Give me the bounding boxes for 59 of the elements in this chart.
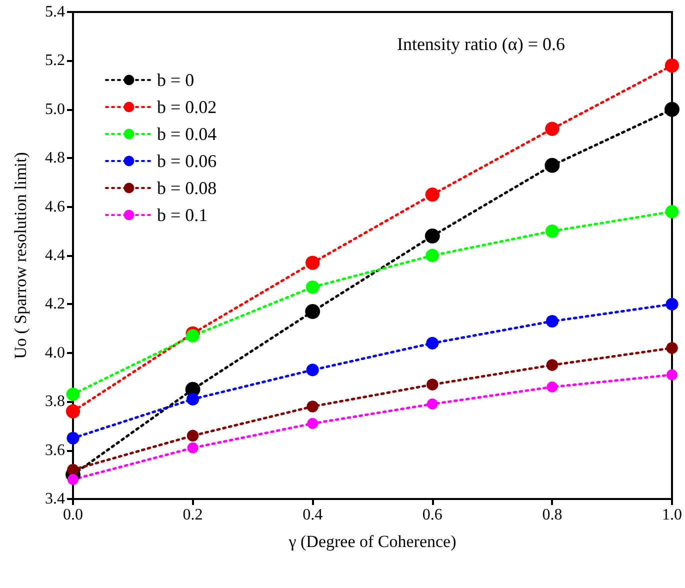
point bbox=[666, 298, 678, 310]
point bbox=[666, 369, 678, 380]
point bbox=[186, 329, 200, 343]
x-tick-label: 0.8 bbox=[542, 506, 562, 524]
point bbox=[665, 204, 679, 218]
point bbox=[666, 342, 678, 354]
point bbox=[546, 224, 559, 238]
point bbox=[426, 378, 438, 390]
point bbox=[545, 122, 560, 136]
y-tick-label: 3.8 bbox=[45, 393, 65, 410]
annotation: Intensity ratio (α) = 0.6 bbox=[396, 34, 565, 54]
point bbox=[66, 388, 80, 401]
x-tick-label: 1.0 bbox=[662, 506, 682, 524]
point bbox=[187, 442, 198, 454]
legend-label: b = 0.02 bbox=[157, 97, 217, 117]
y-tick-label: 5.0 bbox=[45, 100, 65, 118]
x-tick-label: 0.6 bbox=[422, 506, 442, 524]
point bbox=[306, 280, 320, 294]
x-tick-label: 0.4 bbox=[302, 506, 323, 524]
y-tick-label: 5.4 bbox=[45, 4, 65, 20]
y-tick-label: 3.4 bbox=[45, 490, 65, 508]
point bbox=[426, 336, 439, 350]
point bbox=[66, 404, 80, 418]
y-tick-label: 4.4 bbox=[45, 247, 65, 264]
x-axis-title: γ (Degree of Coherence) bbox=[288, 532, 456, 551]
legend-label: b = 0.06 bbox=[157, 151, 217, 171]
point bbox=[307, 418, 318, 430]
point bbox=[67, 464, 79, 476]
point bbox=[306, 400, 318, 412]
point bbox=[425, 188, 440, 202]
y-axis-title: Uo ( Sparrow resolution limit) bbox=[11, 152, 30, 359]
point bbox=[546, 381, 558, 392]
legend-label: b = 0 bbox=[157, 70, 194, 90]
y-tick-label: 4.2 bbox=[45, 296, 65, 313]
x-tick-label: 0.2 bbox=[182, 506, 203, 524]
point bbox=[68, 474, 78, 486]
point bbox=[664, 58, 680, 73]
point bbox=[186, 392, 200, 406]
y-tick-label: 3.6 bbox=[45, 442, 65, 459]
point bbox=[426, 398, 438, 410]
y-tick-label: 4.8 bbox=[45, 150, 65, 167]
point bbox=[306, 256, 320, 270]
point bbox=[546, 359, 558, 371]
point bbox=[305, 304, 320, 319]
legend-label: b = 0.1 bbox=[157, 205, 208, 225]
point bbox=[664, 102, 680, 117]
point bbox=[546, 314, 558, 328]
y-tick-label: 4.6 bbox=[45, 198, 65, 216]
point bbox=[66, 432, 80, 444]
legend-label: b = 0.08 bbox=[157, 178, 217, 198]
y-tick-label: 5.2 bbox=[45, 52, 65, 70]
point bbox=[424, 228, 440, 244]
point bbox=[426, 248, 440, 262]
legend-label: b = 0.04 bbox=[157, 124, 217, 144]
y-tick-label: 4.0 bbox=[45, 344, 65, 362]
point bbox=[306, 364, 319, 376]
point bbox=[544, 158, 560, 173]
point bbox=[186, 430, 199, 442]
x-tick-label: 0.0 bbox=[63, 506, 83, 524]
